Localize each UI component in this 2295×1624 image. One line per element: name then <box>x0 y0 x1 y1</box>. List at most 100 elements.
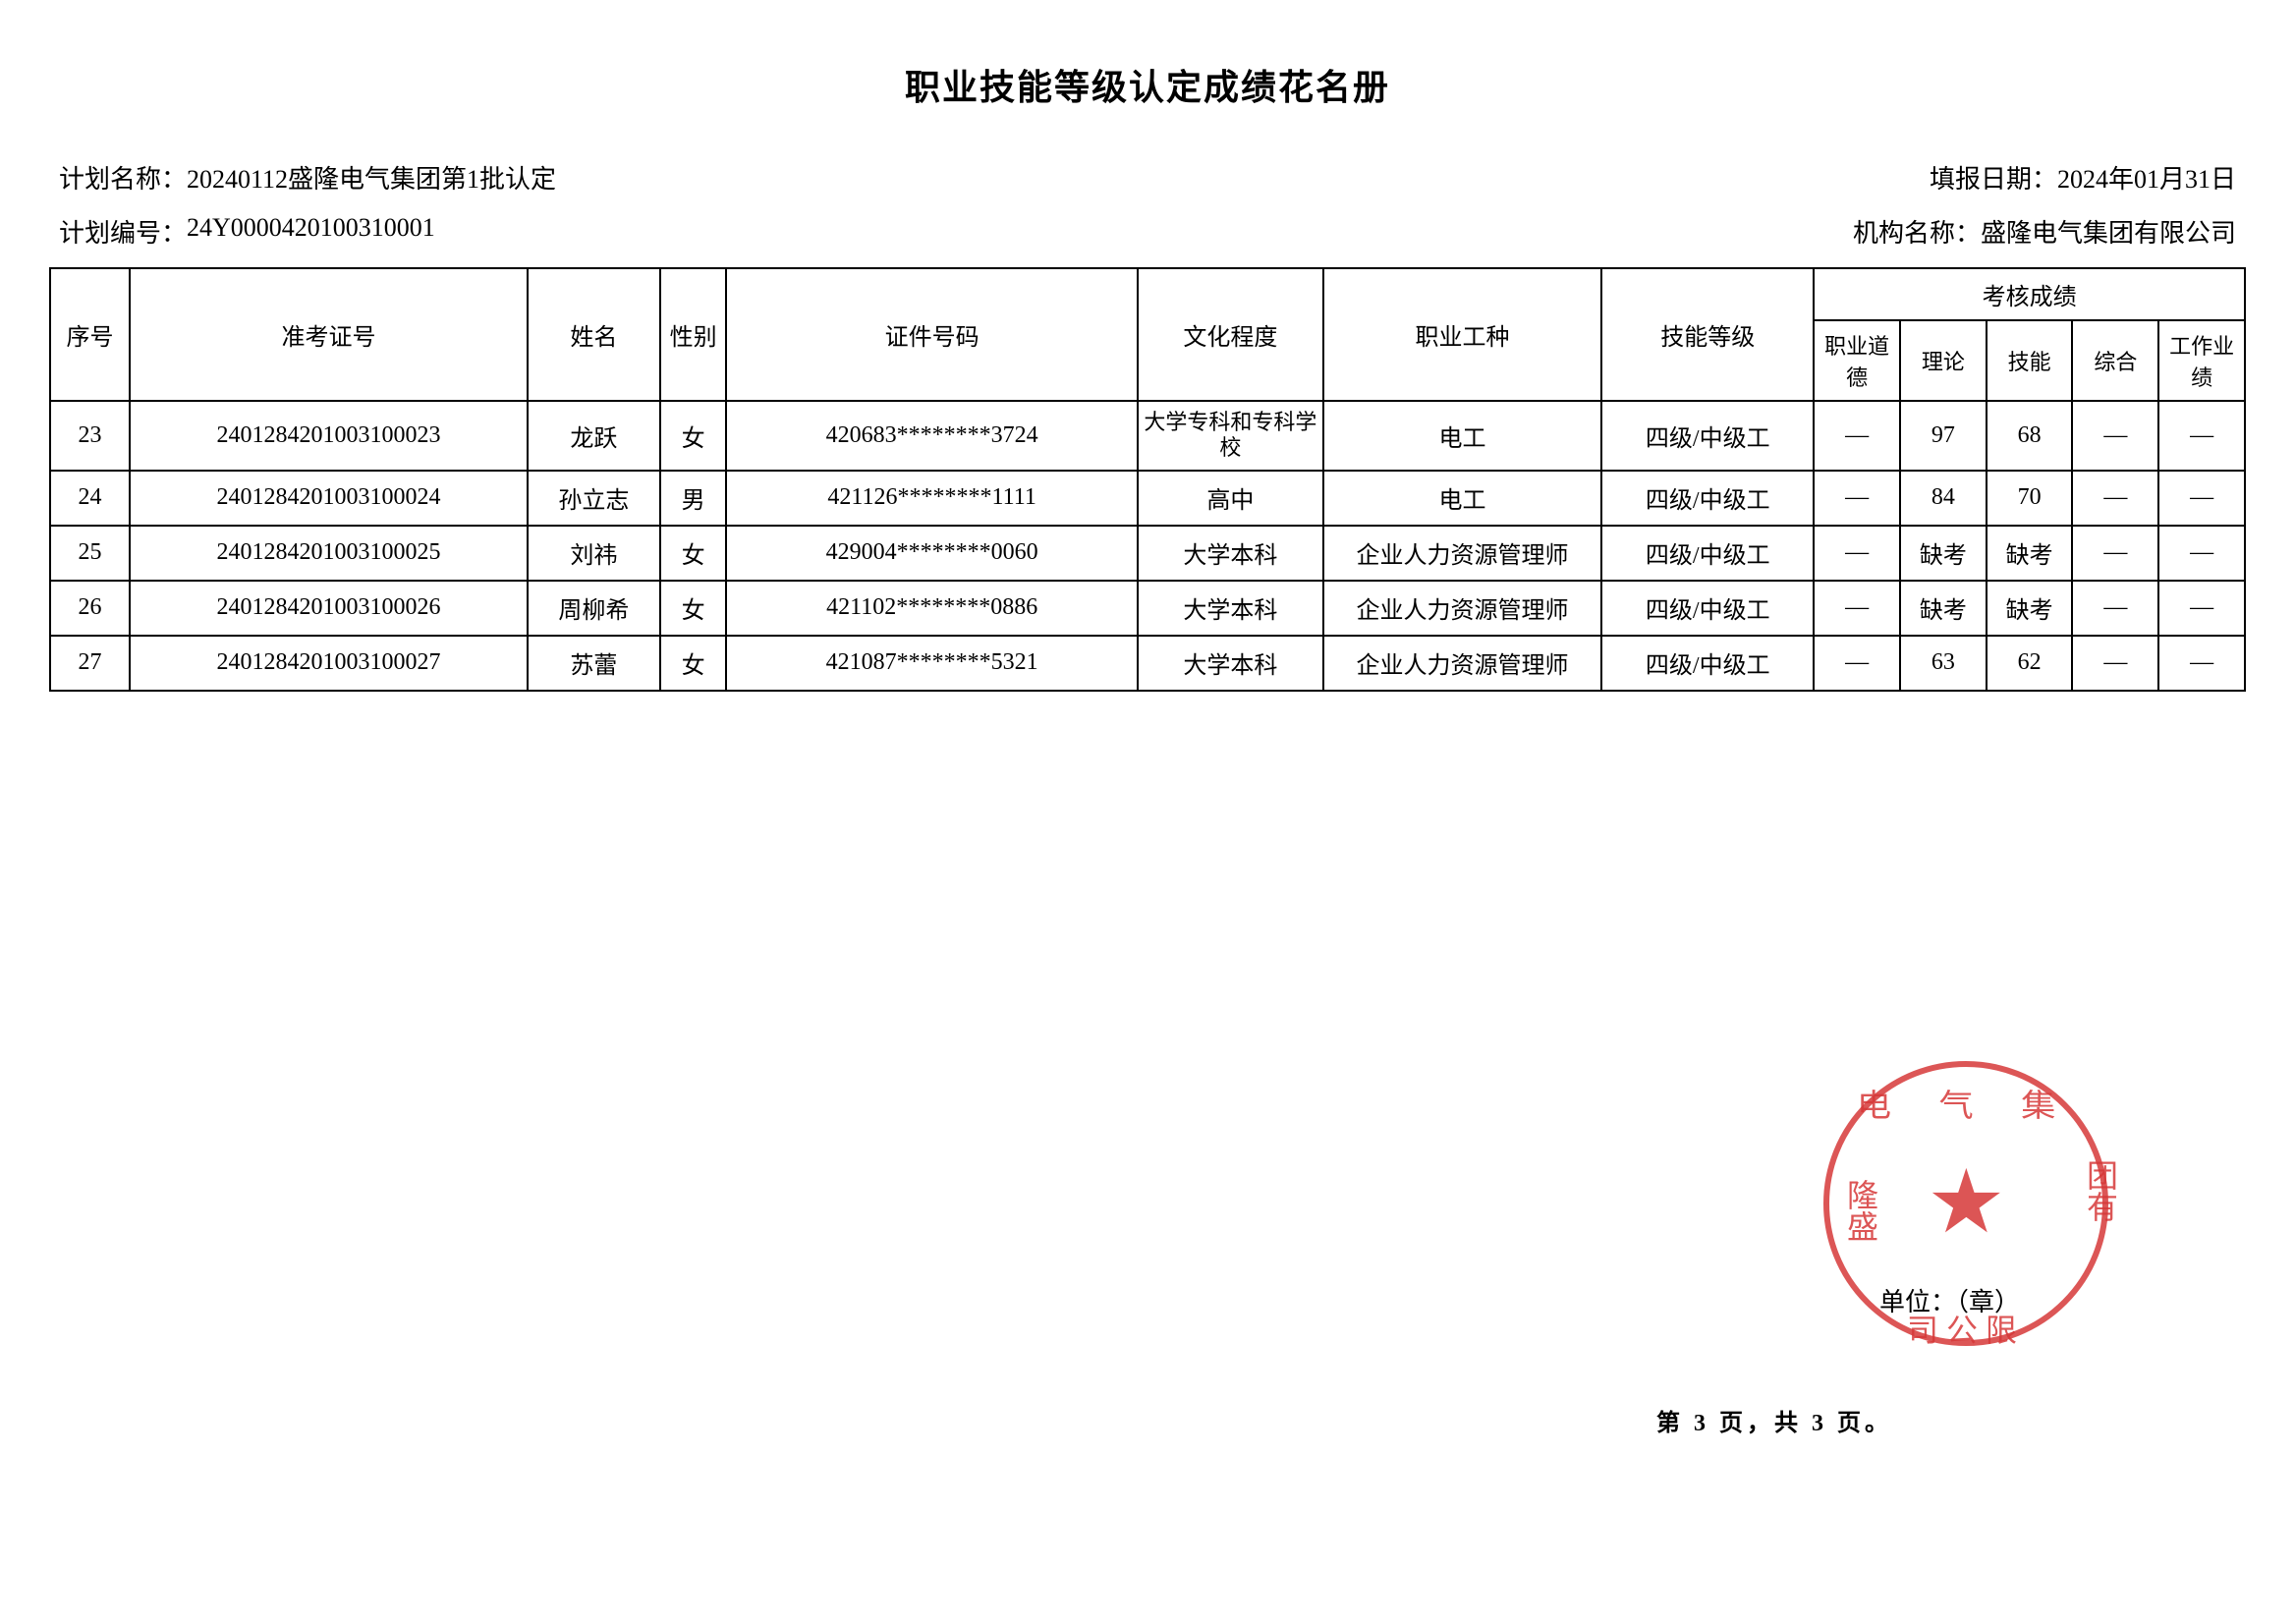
header-gender: 性别 <box>660 268 726 401</box>
cell-work: — <box>2158 526 2245 581</box>
cell-education: 大学本科 <box>1138 636 1323 691</box>
cell-name: 苏蕾 <box>528 636 660 691</box>
cell-ethics: — <box>1814 471 1900 526</box>
cell-work: — <box>2158 581 2245 636</box>
cell-id_no: 429004********0060 <box>726 526 1137 581</box>
cell-occupation: 企业人力资源管理师 <box>1323 526 1601 581</box>
cell-education: 大学本科 <box>1138 526 1323 581</box>
cell-education: 高中 <box>1138 471 1323 526</box>
plan-id-value: 24Y0000420100310001 <box>187 213 435 250</box>
cell-skill_level: 四级/中级工 <box>1601 526 1814 581</box>
stamp-text-top: 电 气 集 <box>1810 1081 2123 1126</box>
plan-name: 计划名称： 20240112盛隆电气集团第1批认定 <box>59 159 556 196</box>
cell-occupation: 企业人力资源管理师 <box>1323 636 1601 691</box>
official-stamp: 电 气 集 隆盛 团有 ★ 司公限 <box>1823 1061 2138 1375</box>
table-row: 252401284201003100025刘祎女429004********00… <box>50 526 2245 581</box>
roster-table: 序号 准考证号 姓名 性别 证件号码 文化程度 职业工种 技能等级 考核成绩 职… <box>49 267 2246 692</box>
cell-exam_no: 2401284201003100023 <box>130 401 528 471</box>
cell-occupation: 企业人力资源管理师 <box>1323 581 1601 636</box>
cell-occupation: 电工 <box>1323 401 1601 471</box>
cell-skill: 缺考 <box>1987 526 2073 581</box>
cell-education: 大学本科 <box>1138 581 1323 636</box>
cell-seq: 26 <box>50 581 130 636</box>
table-row: 262401284201003100026周柳希女421102********0… <box>50 581 2245 636</box>
header-education: 文化程度 <box>1138 268 1323 401</box>
plan-id: 计划编号： 24Y0000420100310001 <box>59 213 435 250</box>
table-row: 232401284201003100023龙跃女420683********37… <box>50 401 2245 471</box>
cell-ethics: — <box>1814 401 1900 471</box>
stamp-star-icon: ★ <box>1927 1164 2005 1243</box>
cell-id_no: 421126********1111 <box>726 471 1137 526</box>
cell-skill: 68 <box>1987 401 2073 471</box>
info-row-1: 计划名称： 20240112盛隆电气集团第1批认定 填报日期： 2024年01月… <box>49 159 2246 196</box>
org-name-value: 盛隆电气集团有限公司 <box>1981 213 2236 250</box>
org-name-label: 机构名称： <box>1853 213 1981 250</box>
table-row: 272401284201003100027苏蕾女421087********53… <box>50 636 2245 691</box>
cell-gender: 女 <box>660 581 726 636</box>
header-name: 姓名 <box>528 268 660 401</box>
cell-occupation: 电工 <box>1323 471 1601 526</box>
unit-label: 单位：（章） <box>1879 1282 2020 1318</box>
cell-name: 刘祎 <box>528 526 660 581</box>
cell-theory: 84 <box>1900 471 1987 526</box>
cell-ethics: — <box>1814 636 1900 691</box>
cell-id_no: 421102********0886 <box>726 581 1137 636</box>
report-date-value: 2024年01月31日 <box>2057 159 2236 196</box>
cell-composite: — <box>2072 526 2158 581</box>
report-date-label: 填报日期： <box>1930 159 2057 196</box>
header-seq: 序号 <box>50 268 130 401</box>
cell-skill_level: 四级/中级工 <box>1601 581 1814 636</box>
plan-id-label: 计划编号： <box>59 213 187 250</box>
cell-theory: 缺考 <box>1900 526 1987 581</box>
cell-composite: — <box>2072 401 2158 471</box>
cell-skill: 70 <box>1987 471 2073 526</box>
plan-name-label: 计划名称： <box>59 159 187 196</box>
cell-id_no: 420683********3724 <box>726 401 1137 471</box>
cell-gender: 女 <box>660 401 726 471</box>
cell-composite: — <box>2072 471 2158 526</box>
cell-ethics: — <box>1814 581 1900 636</box>
cell-theory: 63 <box>1900 636 1987 691</box>
table-row: 242401284201003100024孙立志男421126********1… <box>50 471 2245 526</box>
stamp-text-right: 团有 <box>2078 1159 2123 1222</box>
cell-exam_no: 2401284201003100025 <box>130 526 528 581</box>
header-score-ethics: 职业道德 <box>1814 320 1900 401</box>
cell-exam_no: 2401284201003100027 <box>130 636 528 691</box>
cell-ethics: — <box>1814 526 1900 581</box>
org-name: 机构名称： 盛隆电气集团有限公司 <box>1853 213 2236 250</box>
table-header-row-1: 序号 准考证号 姓名 性别 证件号码 文化程度 职业工种 技能等级 考核成绩 <box>50 268 2245 320</box>
stamp-text-left: 隆盛 <box>1838 1179 1883 1242</box>
cell-skill: 缺考 <box>1987 581 2073 636</box>
cell-work: — <box>2158 471 2245 526</box>
cell-name: 龙跃 <box>528 401 660 471</box>
header-score-work: 工作业绩 <box>2158 320 2245 401</box>
cell-seq: 24 <box>50 471 130 526</box>
cell-name: 孙立志 <box>528 471 660 526</box>
cell-skill: 62 <box>1987 636 2073 691</box>
cell-seq: 23 <box>50 401 130 471</box>
header-score-theory: 理论 <box>1900 320 1987 401</box>
cell-theory: 缺考 <box>1900 581 1987 636</box>
info-row-2: 计划编号： 24Y0000420100310001 机构名称： 盛隆电气集团有限… <box>49 213 2246 250</box>
header-score-composite: 综合 <box>2072 320 2158 401</box>
page-footer: 第 3 页，共 3 页。 <box>1656 1403 1892 1437</box>
cell-skill_level: 四级/中级工 <box>1601 401 1814 471</box>
cell-skill_level: 四级/中级工 <box>1601 471 1814 526</box>
table-body: 232401284201003100023龙跃女420683********37… <box>50 401 2245 691</box>
header-score-group: 考核成绩 <box>1814 268 2245 320</box>
cell-skill_level: 四级/中级工 <box>1601 636 1814 691</box>
cell-seq: 25 <box>50 526 130 581</box>
cell-id_no: 421087********5321 <box>726 636 1137 691</box>
report-date: 填报日期： 2024年01月31日 <box>1930 159 2236 196</box>
header-id-no: 证件号码 <box>726 268 1137 401</box>
header-skill-level: 技能等级 <box>1601 268 1814 401</box>
cell-work: — <box>2158 636 2245 691</box>
cell-education: 大学专科和专科学校 <box>1138 401 1323 471</box>
header-occupation: 职业工种 <box>1323 268 1601 401</box>
header-exam-no: 准考证号 <box>130 268 528 401</box>
plan-name-value: 20240112盛隆电气集团第1批认定 <box>187 159 556 196</box>
cell-name: 周柳希 <box>528 581 660 636</box>
cell-work: — <box>2158 401 2245 471</box>
document-title: 职业技能等级认定成绩花名册 <box>49 59 2246 110</box>
cell-gender: 女 <box>660 636 726 691</box>
